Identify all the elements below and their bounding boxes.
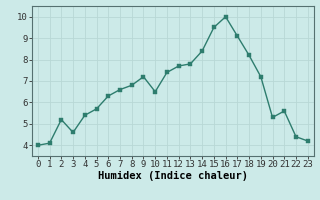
X-axis label: Humidex (Indice chaleur): Humidex (Indice chaleur) bbox=[98, 171, 248, 181]
